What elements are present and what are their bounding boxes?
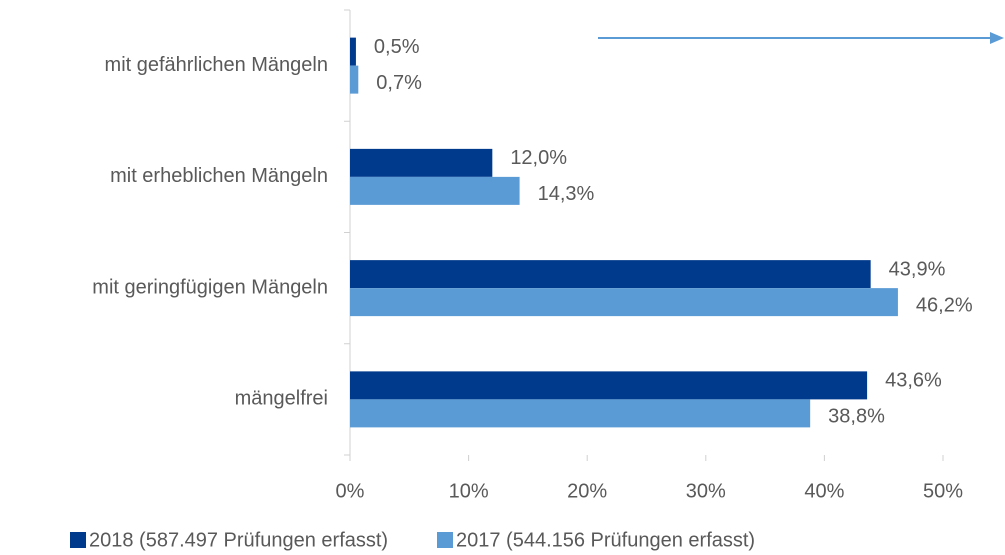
data-label: 0,5% (374, 36, 420, 58)
legend-swatch (70, 532, 86, 548)
data-label: 12,0% (510, 147, 567, 169)
data-label: 43,6% (885, 370, 942, 392)
bar (350, 371, 868, 400)
arrow-head (990, 32, 1004, 44)
bar (350, 399, 811, 428)
data-label: 43,9% (889, 258, 946, 280)
category-label: mit geringfügigen Mängeln (92, 276, 328, 298)
bar (350, 288, 898, 317)
data-label: 46,2% (916, 294, 973, 316)
x-tick-label: 40% (804, 480, 844, 502)
legend-label: 2018 (587.497 Prüfungen erfasst) (89, 529, 388, 551)
x-tick-label: 0% (336, 480, 365, 502)
bar (350, 37, 356, 66)
legend-swatch (437, 532, 453, 548)
bar (350, 260, 871, 289)
category-label: mängelfrei (235, 388, 328, 410)
x-tick-label: 20% (567, 480, 607, 502)
category-label: mit erheblichen Mängeln (110, 165, 328, 187)
bar (350, 65, 359, 94)
data-label: 14,3% (538, 183, 595, 205)
category-label: mit gefährlichen Mängeln (105, 54, 328, 76)
data-label: 0,7% (376, 72, 422, 94)
bar (350, 148, 493, 177)
x-tick-label: 10% (449, 480, 489, 502)
x-tick-label: 50% (923, 480, 963, 502)
legend-label: 2017 (544.156 Prüfungen erfasst) (456, 529, 755, 551)
x-tick-label: 30% (686, 480, 726, 502)
data-label: 38,8% (828, 406, 885, 428)
bar (350, 176, 520, 205)
